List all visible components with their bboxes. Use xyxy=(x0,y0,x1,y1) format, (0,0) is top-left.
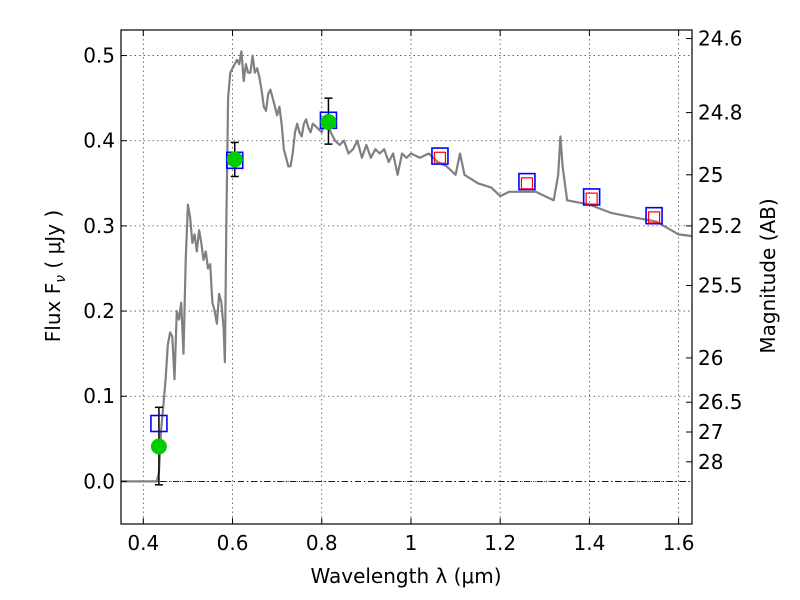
magnitude-tick-label: 25 xyxy=(698,163,723,187)
red-square-marker xyxy=(433,151,447,164)
x-tick-label: 1.2 xyxy=(484,531,516,555)
magnitude-tick-label: 27 xyxy=(698,420,723,444)
y-tick-label: 0.3 xyxy=(83,214,115,238)
magnitude-tick-label: 25.2 xyxy=(698,214,743,238)
plot-data xyxy=(121,50,693,486)
x-tick-label: 1 xyxy=(405,531,418,555)
red-square-marker xyxy=(520,177,534,190)
red-square-marker xyxy=(647,211,661,224)
magnitude-tick-label: 26.5 xyxy=(698,390,743,414)
red-square-marker xyxy=(585,192,598,205)
right-axis-label: Magnitude (AB) xyxy=(756,198,780,353)
y-axis-label: Flux Fν ( μJy ) xyxy=(41,210,69,342)
axis-ticks: 0.4 0.6 0.8 1 1.2 1.4 1.6 0.0 0.1 0.2 0.3 0.4 0.5 24.… xyxy=(83,27,742,555)
y-tick-label: 0.0 xyxy=(83,469,115,493)
blue-square-marker xyxy=(645,206,663,225)
observed-flux-point xyxy=(150,438,167,455)
y-tick-label: 0.4 xyxy=(83,129,115,153)
y-tick-label: 0.1 xyxy=(83,384,115,408)
magnitude-tick-label: 26 xyxy=(698,346,723,370)
y-axis-label-main: Flux F xyxy=(41,283,65,342)
y-axis-label-subscript: ν xyxy=(53,275,69,283)
blue-square-marker xyxy=(431,147,449,165)
magnitude-tick-label: 25.5 xyxy=(698,274,743,298)
blue-square-marker xyxy=(518,172,536,191)
x-tick-label: 1.4 xyxy=(573,531,605,555)
magnitude-tick-label: 24.6 xyxy=(698,27,743,51)
blue-square-marker xyxy=(150,414,168,433)
x-tick-label: 0.6 xyxy=(217,531,249,555)
magnitude-tick-label: 24.8 xyxy=(698,101,743,125)
blue-square-marker xyxy=(582,188,601,206)
observed-flux-point xyxy=(226,151,243,168)
magnitude-tick-label: 28 xyxy=(698,450,723,474)
x-axis-label: Wavelength λ (μm) xyxy=(310,564,501,588)
sed-model-curve xyxy=(121,50,693,483)
plot-frame xyxy=(120,29,693,525)
y-axis-label-unit: ( μJy ) xyxy=(41,210,65,275)
x-tick-label: 0.8 xyxy=(306,531,338,555)
x-tick-label: 1.6 xyxy=(663,531,695,555)
observed-flux-point xyxy=(320,113,337,130)
x-tick-label: 0.4 xyxy=(127,531,159,555)
y-tick-label: 0.2 xyxy=(83,299,115,323)
y-tick-label: 0.5 xyxy=(83,44,115,68)
